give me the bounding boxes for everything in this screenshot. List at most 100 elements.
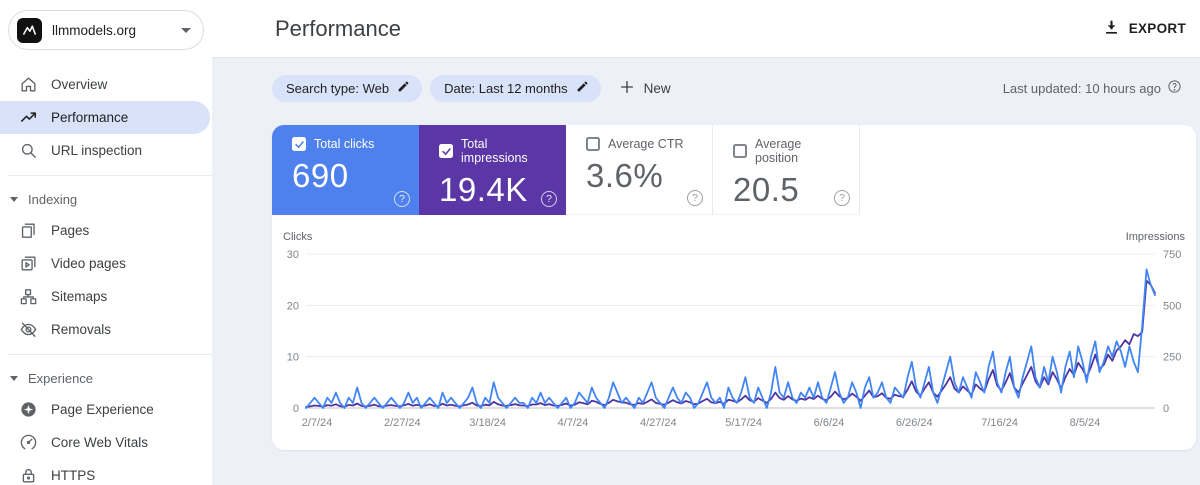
svg-text:4/27/24: 4/27/24	[640, 417, 677, 429]
trending-up-icon	[18, 108, 38, 128]
metric-label: Total impressions	[461, 137, 528, 165]
svg-text:2/27/24: 2/27/24	[384, 417, 421, 429]
last-updated: Last updated: 10 hours ago	[1003, 79, 1182, 97]
svg-text:6/26/24: 6/26/24	[896, 417, 933, 429]
sidebar-divider	[8, 175, 212, 176]
checkbox-checked-icon[interactable]	[439, 144, 453, 158]
pages-icon	[18, 221, 38, 241]
sidebar-item-label: URL inspection	[51, 143, 143, 158]
plus-icon	[619, 79, 635, 98]
help-icon[interactable]	[1167, 79, 1182, 97]
svg-text:3/18/24: 3/18/24	[469, 417, 506, 429]
svg-text:2/7/24: 2/7/24	[302, 417, 333, 429]
speedometer-icon	[18, 433, 38, 453]
performance-card: Total clicks 690 ? Total impressions 19.…	[272, 125, 1196, 450]
sidebar-item-video-pages[interactable]: Video pages	[0, 247, 212, 280]
help-icon[interactable]: ?	[687, 190, 703, 206]
average-ctr-tile[interactable]: Average CTR 3.6% ?	[566, 125, 713, 215]
sidebar-item-label: Video pages	[51, 256, 126, 271]
sidebar-item-removals[interactable]: Removals	[0, 313, 212, 346]
metric-value: 690	[292, 157, 349, 194]
sidebar-item-sitemaps[interactable]: Sitemaps	[0, 280, 212, 313]
metric-value: 19.4K	[439, 171, 528, 208]
performance-chart[interactable]: 0 10 20 30 0 250 500 750 Clicks Impressions 2/7/24…	[272, 215, 1196, 450]
svg-text:4/7/24: 4/7/24	[558, 417, 589, 429]
sidebar-item-label: HTTPS	[51, 468, 96, 483]
lock-icon	[18, 466, 38, 485]
svg-text:6/6/24: 6/6/24	[814, 417, 845, 429]
page-title: Performance	[275, 15, 401, 41]
sidebar-item-label: Overview	[51, 77, 108, 92]
section-experience[interactable]: Experience	[0, 363, 212, 393]
home-icon	[18, 75, 38, 95]
svg-text:8/5/24: 8/5/24	[1070, 417, 1101, 429]
sidebar-item-core-web-vitals[interactable]: Core Web Vitals	[0, 426, 212, 459]
svg-text:20: 20	[287, 300, 299, 312]
section-label: Indexing	[28, 191, 78, 207]
download-icon	[1103, 19, 1120, 39]
total-impressions-tile[interactable]: Total impressions 19.4K ?	[419, 125, 566, 215]
section-collapse-icon	[10, 196, 18, 202]
help-icon[interactable]: ?	[394, 191, 410, 207]
checkbox-unchecked-icon[interactable]	[733, 144, 747, 158]
section-indexing[interactable]: Indexing	[0, 184, 212, 214]
svg-text:0: 0	[1163, 403, 1169, 415]
sidebar-item-pages[interactable]: Pages	[0, 214, 212, 247]
new-filter-button[interactable]: New	[619, 79, 671, 98]
export-button[interactable]: EXPORT	[1103, 19, 1186, 39]
sidebar-item-label: Core Web Vitals	[51, 435, 149, 450]
property-name: llmmodels.org	[52, 22, 137, 38]
svg-text:5/17/24: 5/17/24	[725, 417, 762, 429]
svg-text:750: 750	[1163, 249, 1181, 261]
help-icon[interactable]: ?	[834, 190, 850, 206]
sitemap-tree-icon	[18, 287, 38, 307]
sidebar-divider	[8, 354, 212, 355]
svg-text:0: 0	[293, 403, 299, 415]
page-experience-icon	[18, 400, 38, 420]
checkbox-checked-icon[interactable]	[292, 137, 306, 151]
edit-pencil-icon	[397, 80, 410, 96]
svg-text:10: 10	[287, 352, 299, 364]
section-collapse-icon	[10, 375, 18, 381]
svg-text:250: 250	[1163, 352, 1181, 364]
sidebar-item-label: Page Experience	[51, 402, 154, 417]
last-updated-text: Last updated: 10 hours ago	[1002, 80, 1161, 96]
svg-text:500: 500	[1163, 300, 1181, 312]
svg-text:30: 30	[287, 249, 299, 261]
section-label: Experience	[28, 370, 94, 386]
checkbox-unchecked-icon[interactable]	[586, 137, 600, 151]
help-icon[interactable]: ?	[541, 191, 557, 207]
export-label: EXPORT	[1128, 21, 1186, 36]
new-label: New	[643, 80, 671, 96]
sidebar-item-performance[interactable]: Performance	[0, 101, 210, 134]
svg-text:Clicks: Clicks	[283, 231, 313, 243]
total-clicks-tile[interactable]: Total clicks 690 ?	[272, 125, 419, 215]
chip-label: Search type: Web	[286, 80, 390, 96]
svg-text:Impressions: Impressions	[1126, 231, 1186, 243]
date-range-chip[interactable]: Date: Last 12 months	[430, 74, 601, 102]
chevron-down-icon	[181, 27, 191, 33]
svg-text:7/16/24: 7/16/24	[981, 417, 1018, 429]
search-type-chip[interactable]: Search type: Web	[272, 74, 423, 102]
metric-label: Average position	[755, 137, 802, 165]
content-area: Search type: Web Date: Last 12 months N	[212, 58, 1200, 485]
sidebar-item-overview[interactable]: Overview	[0, 68, 212, 101]
property-logo-icon	[17, 17, 42, 43]
average-position-tile[interactable]: Average position 20.5 ?	[713, 125, 860, 215]
metric-value: 20.5	[733, 171, 800, 208]
search-icon	[18, 141, 38, 161]
sidebar-item-page-experience[interactable]: Page Experience	[0, 393, 212, 426]
sidebar-item-https[interactable]: HTTPS	[0, 459, 212, 485]
sidebar: llmmodels.org Overview Performance URL i…	[0, 0, 212, 485]
property-selector[interactable]: llmmodels.org	[8, 10, 204, 50]
metric-label: Total clicks	[314, 137, 375, 151]
edit-pencil-icon	[576, 80, 589, 96]
page-header: Performance EXPORT	[212, 0, 1200, 58]
main-area: Performance EXPORT Search type: Web Date…	[212, 0, 1200, 485]
eye-off-icon	[18, 320, 38, 340]
filter-bar: Search type: Web Date: Last 12 months N	[272, 68, 1196, 108]
sidebar-item-url-inspection[interactable]: URL inspection	[0, 134, 212, 167]
sidebar-item-label: Removals	[51, 322, 112, 337]
metric-value: 3.6%	[586, 157, 664, 194]
sidebar-item-label: Performance	[51, 110, 129, 125]
